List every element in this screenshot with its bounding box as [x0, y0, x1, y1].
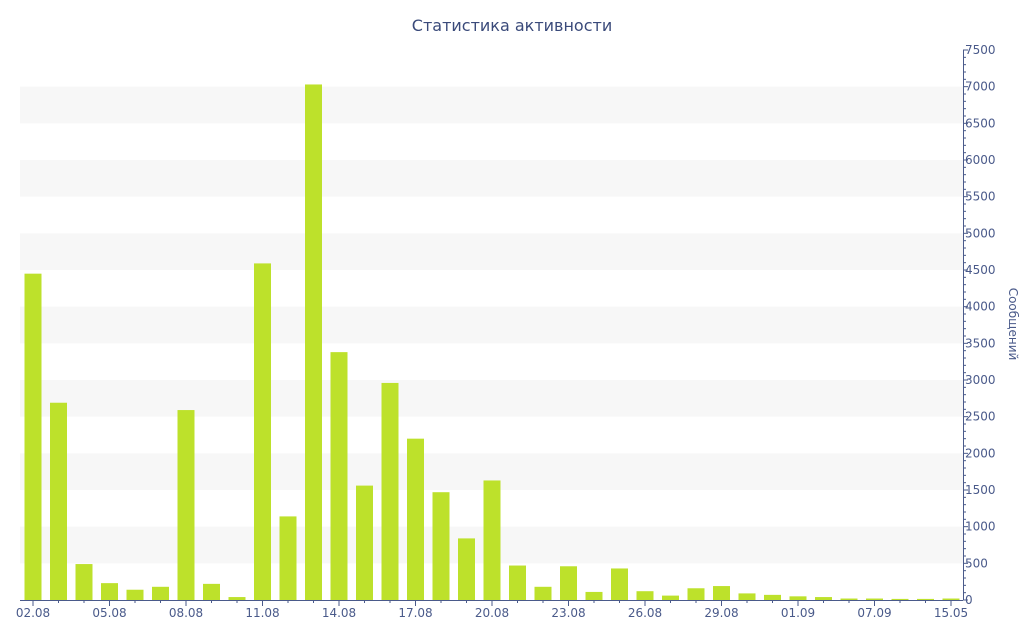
x-tick-label: 15.05	[934, 606, 968, 620]
bar	[24, 273, 42, 600]
y-tick-label: 500	[965, 556, 988, 570]
y-tick-label: 6000	[965, 153, 996, 167]
bar	[662, 595, 679, 600]
y-tick-label: 7000	[965, 80, 996, 94]
bar	[305, 84, 322, 600]
bar	[330, 352, 348, 600]
bar	[228, 597, 246, 600]
bar	[177, 410, 195, 600]
y-tick-label: 3000	[965, 373, 996, 387]
bar	[458, 538, 475, 600]
bar	[509, 565, 526, 600]
x-tick-label: 11.08	[245, 606, 279, 620]
bar	[687, 588, 705, 600]
grid-band	[20, 233, 963, 270]
bar	[407, 438, 424, 600]
x-tick-label: 14.08	[322, 606, 356, 620]
bar	[279, 516, 297, 600]
y-tick-label: 4000	[965, 300, 996, 314]
x-tick-label: 29.08	[704, 606, 738, 620]
grid-band	[20, 306, 963, 344]
bar	[585, 591, 603, 600]
bar	[636, 591, 654, 600]
y-axis-title: Сообщений	[1006, 288, 1020, 361]
bar-series	[24, 84, 960, 600]
y-tick-label: 2500	[965, 410, 996, 424]
bar	[101, 583, 118, 600]
bar	[75, 564, 93, 600]
bar	[891, 598, 909, 600]
bar	[738, 593, 756, 600]
bar	[356, 485, 373, 600]
y-tick-label: 6500	[965, 116, 996, 130]
bar	[560, 566, 577, 600]
bar	[203, 583, 220, 600]
bar	[432, 492, 450, 600]
grid-band	[20, 86, 963, 124]
y-tick-label: 1000	[965, 520, 996, 534]
bar	[789, 596, 807, 600]
bar	[611, 568, 628, 600]
bar	[534, 586, 552, 600]
x-tick-label: 17.08	[398, 606, 432, 620]
bar	[764, 594, 781, 600]
bar	[254, 263, 271, 600]
bar	[381, 382, 399, 600]
y-tick-label: 5500	[965, 190, 996, 204]
y-tick-label: 2000	[965, 446, 996, 460]
x-tick-label: 05.08	[92, 606, 126, 620]
y-tick-label: 7500	[965, 43, 996, 57]
y-tick-label: 1500	[965, 483, 996, 497]
x-tick-label: 26.08	[628, 606, 662, 620]
bar	[483, 480, 501, 600]
grid-band	[20, 380, 963, 417]
chart-title: Статистика активности	[412, 16, 612, 35]
bar	[866, 598, 883, 600]
x-tick-label: 01.09	[781, 606, 815, 620]
y-tick-label: 0	[965, 593, 973, 607]
x-tick-label: 08.08	[169, 606, 203, 620]
bar	[815, 597, 832, 600]
x-tick-label: 07.09	[857, 606, 891, 620]
bar	[840, 598, 858, 600]
bar	[917, 598, 934, 600]
y-tick-label: 3500	[965, 336, 996, 350]
x-ticks: 02.08 05.08 08.08 11.08 14.08 17.08 20.08 23.08…	[16, 600, 968, 620]
grid-band	[20, 160, 963, 197]
x-tick-label: 02.08	[16, 606, 50, 620]
y-tick-label: 5000	[965, 226, 996, 240]
x-tick-label: 23.08	[551, 606, 585, 620]
bar	[152, 586, 169, 600]
grid-bands	[20, 86, 963, 564]
bar	[50, 402, 67, 600]
bar	[126, 589, 144, 600]
x-tick-label: 20.08	[475, 606, 509, 620]
bar	[942, 598, 960, 600]
bar	[713, 586, 730, 600]
y-ticks: 0 500 1000 1500 2000 2500 3000 3500 4000 4500 5000…	[963, 43, 996, 607]
y-tick-label: 4500	[965, 263, 996, 277]
